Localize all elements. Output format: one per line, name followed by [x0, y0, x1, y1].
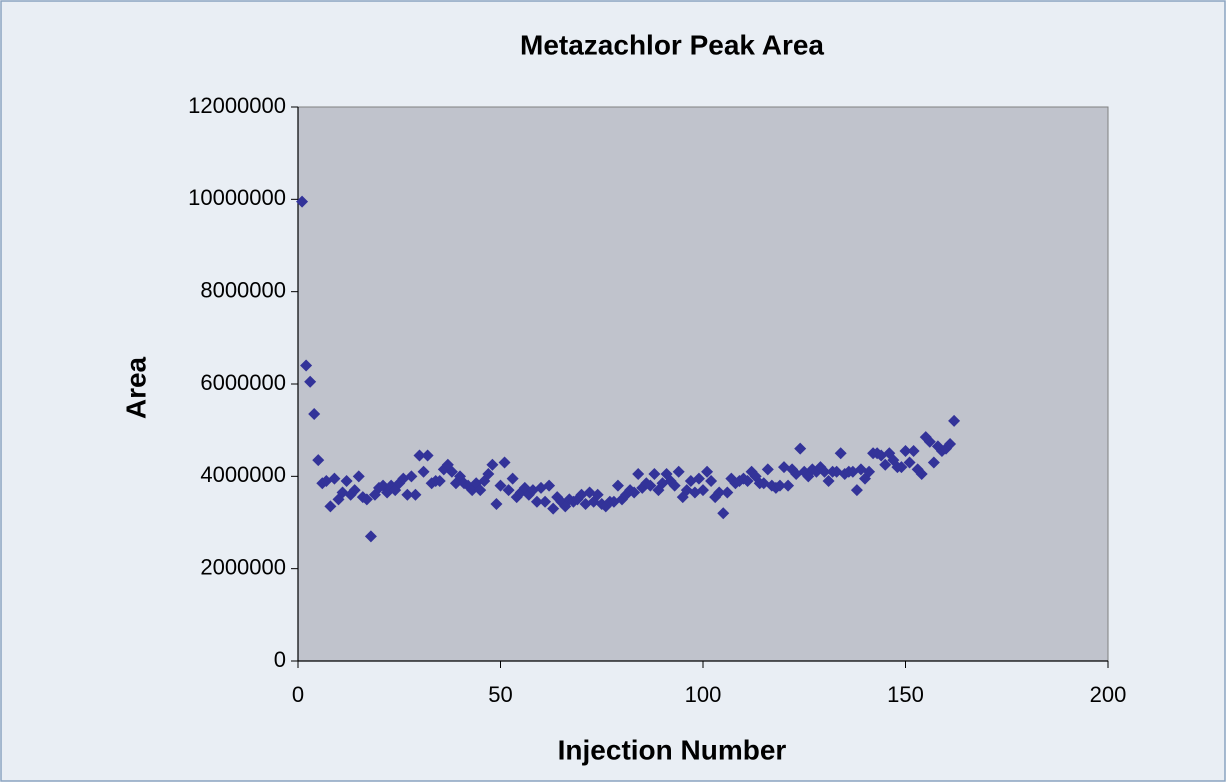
data-point — [863, 465, 876, 478]
y-tick-label: 4000000 — [200, 462, 286, 487]
data-point — [895, 461, 908, 474]
data-point — [506, 472, 519, 485]
data-point — [300, 359, 313, 372]
data-point — [713, 486, 726, 499]
x-tick-label: 100 — [685, 682, 722, 707]
data-point — [628, 486, 641, 499]
data-point — [490, 498, 503, 511]
data-point — [486, 458, 499, 471]
data-point — [944, 438, 957, 451]
data-point — [530, 495, 543, 508]
data-point — [761, 463, 774, 476]
y-tick-label: 2000000 — [200, 554, 286, 579]
data-point — [591, 488, 604, 501]
chart-title: Metazachlor Peak Area — [520, 29, 824, 60]
data-point — [352, 470, 365, 483]
data-point — [773, 479, 786, 492]
data-point — [433, 474, 446, 487]
data-point — [611, 479, 624, 492]
data-point — [417, 465, 430, 478]
data-point — [903, 456, 916, 469]
data-point — [413, 449, 426, 462]
data-point — [741, 474, 754, 487]
data-point — [668, 479, 681, 492]
data-point — [923, 435, 936, 448]
data-point — [405, 470, 418, 483]
data-point — [308, 408, 321, 421]
data-point — [899, 444, 912, 457]
x-tick-label: 200 — [1090, 682, 1127, 707]
data-point — [822, 474, 835, 487]
data-point — [672, 465, 685, 478]
x-tick-label: 0 — [292, 682, 304, 707]
data-point — [539, 495, 552, 508]
data-point — [502, 484, 515, 497]
data-point — [927, 456, 940, 469]
data-point — [782, 479, 795, 492]
data-point — [644, 479, 657, 492]
data-point — [794, 442, 807, 455]
data-point — [543, 479, 556, 492]
y-tick-label: 8000000 — [200, 277, 286, 302]
y-tick-label: 10000000 — [188, 185, 286, 210]
data-point — [648, 468, 661, 481]
data-point — [721, 486, 734, 499]
data-point — [948, 414, 961, 427]
data-point — [717, 507, 730, 520]
x-axis-label: Injection Number — [558, 734, 787, 765]
data-point — [632, 468, 645, 481]
data-point — [498, 456, 511, 469]
data-point — [304, 375, 317, 388]
data-point — [482, 468, 495, 481]
data-point — [692, 472, 705, 485]
data-point — [474, 484, 487, 497]
y-axis-label: Area — [120, 356, 151, 419]
data-point — [324, 500, 337, 513]
data-point — [360, 493, 373, 506]
data-point — [340, 474, 353, 487]
data-point — [421, 449, 434, 462]
data-point — [850, 484, 863, 497]
data-point — [445, 465, 458, 478]
data-point — [494, 479, 507, 492]
y-tick-label: 6000000 — [200, 370, 286, 395]
data-point — [312, 454, 325, 467]
data-point — [834, 447, 847, 460]
data-point — [915, 468, 928, 481]
plot-area — [297, 106, 1109, 662]
data-point — [547, 502, 560, 515]
y-tick-label: 0 — [274, 647, 286, 672]
data-point — [818, 465, 831, 478]
data-point — [697, 484, 709, 497]
data-point — [705, 474, 718, 487]
data-point — [364, 530, 377, 543]
data-point — [401, 488, 414, 501]
x-tick-label: 50 — [488, 682, 512, 707]
data-point — [701, 465, 714, 478]
data-point — [907, 444, 920, 457]
y-tick-label: 12000000 — [188, 93, 286, 118]
data-point — [348, 484, 361, 497]
data-point — [328, 472, 341, 485]
x-tick-label: 150 — [887, 682, 924, 707]
data-point — [879, 458, 892, 471]
data-point — [296, 195, 309, 208]
data-point — [409, 488, 422, 501]
